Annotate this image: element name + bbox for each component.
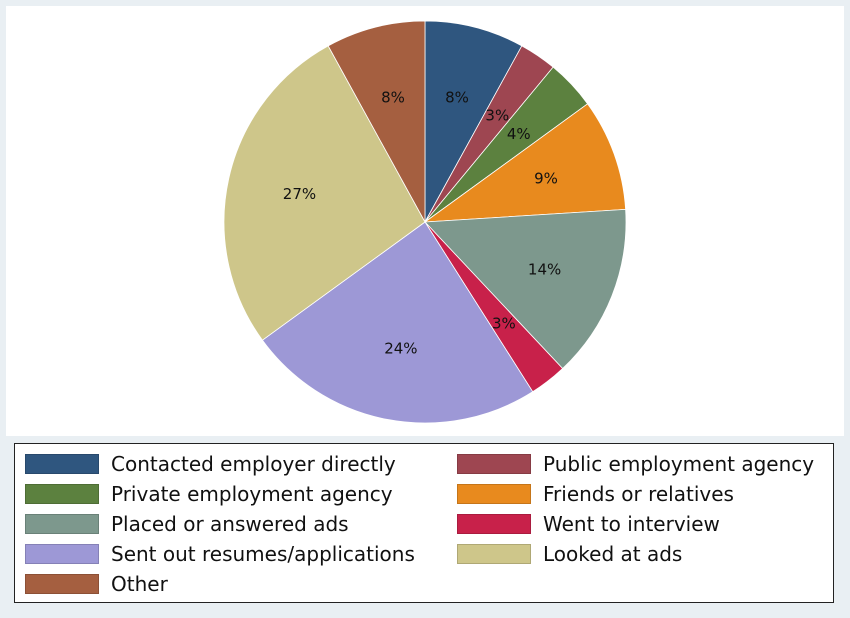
legend-swatch <box>25 574 99 594</box>
legend-item-1: Public employment agency <box>457 452 814 476</box>
legend-item-6: Sent out resumes/applications <box>25 542 415 566</box>
legend-label: Friends or relatives <box>543 482 734 506</box>
legend-label: Looked at ads <box>543 542 683 566</box>
legend-swatch <box>457 514 531 534</box>
legend-item-2: Private employment agency <box>25 482 393 506</box>
legend-swatch <box>25 514 99 534</box>
legend: Contacted employer directly Public employ… <box>14 443 834 603</box>
slice-data-label-8: 8% <box>381 88 405 106</box>
slice-data-label-5: 3% <box>492 315 516 333</box>
plot-region: 8% 3% 4% 9% 14% 3% 24% 27% 8% <box>6 6 844 436</box>
pie-chart: 8%3%4%9%14%3%24%27%8% <box>223 20 627 424</box>
slice-data-label-1: 3% <box>485 107 509 125</box>
legend-item-7: Looked at ads <box>457 542 682 566</box>
pie-slice-3 <box>423 103 627 223</box>
slice-data-label-2: 4% <box>507 125 531 143</box>
legend-item-5: Went to interview <box>457 512 720 536</box>
pie-slice-6 <box>261 221 534 424</box>
slice-data-label-0: 8% <box>445 88 469 106</box>
legend-swatch <box>25 544 99 564</box>
pie-slice-8 <box>327 20 426 223</box>
legend-label: Sent out resumes/applications <box>111 542 415 566</box>
legend-label: Other <box>111 572 168 596</box>
legend-item-4: Placed or answered ads <box>25 512 349 536</box>
legend-swatch <box>457 484 531 504</box>
legend-label: Placed or answered ads <box>111 512 349 536</box>
slice-data-label-3: 9% <box>534 169 558 187</box>
legend-label: Private employment agency <box>111 482 393 506</box>
legend-swatch <box>25 454 99 474</box>
pie-slice-0 <box>424 20 523 223</box>
legend-label: Public employment agency <box>543 452 815 476</box>
legend-item-0: Contacted employer directly <box>25 452 396 476</box>
legend-swatch <box>457 544 531 564</box>
legend-label: Contacted employer directly <box>111 452 396 476</box>
pie-slice-4 <box>424 208 627 370</box>
legend-item-8: Other <box>25 572 168 596</box>
slice-data-label-6: 24% <box>384 339 417 357</box>
pie-slice-7 <box>223 45 426 341</box>
legend-swatch <box>457 454 531 474</box>
legend-swatch <box>25 484 99 504</box>
slice-data-label-7: 27% <box>283 185 316 203</box>
legend-label: Went to interview <box>543 512 720 536</box>
slice-data-label-4: 14% <box>528 260 561 278</box>
legend-item-3: Friends or relatives <box>457 482 734 506</box>
